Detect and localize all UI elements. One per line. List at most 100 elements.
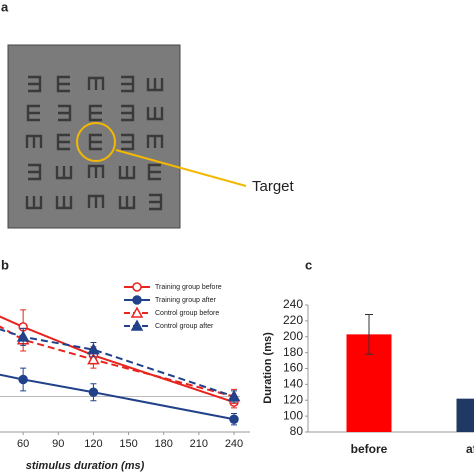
letter-e [146, 78, 164, 92]
letter-e [87, 76, 105, 90]
marker [87, 353, 100, 365]
letter-stroke [118, 196, 136, 210]
panel-label: c [305, 257, 312, 272]
marker [88, 387, 99, 397]
y-tick-label: 200 [283, 329, 303, 343]
letter-e [58, 104, 72, 122]
letter-stroke [121, 75, 135, 93]
letter-e [25, 196, 43, 210]
letter-e [87, 194, 105, 208]
letter-e [28, 163, 42, 181]
letter-stroke [146, 134, 164, 148]
letter-e [25, 134, 43, 148]
letter-stroke [25, 196, 43, 210]
y-tick-label: 100 [283, 408, 303, 422]
letter-stroke [28, 75, 42, 93]
panel-label: a [1, 0, 9, 14]
letter-stroke [121, 104, 135, 122]
letter-e [55, 196, 73, 210]
legend-label: Training group before [155, 284, 222, 291]
letter-stroke [55, 166, 73, 180]
letter-e [149, 193, 163, 211]
letter-stroke [56, 75, 70, 93]
marker [229, 414, 239, 424]
letter-e [87, 164, 105, 178]
letter-stroke [118, 166, 136, 180]
x-tick-label: after [466, 442, 474, 456]
letter-e [88, 133, 102, 151]
letter-stroke [88, 104, 102, 122]
marker [16, 330, 30, 342]
y-axis-label: Duration (ms) [262, 332, 274, 404]
legend-marker [132, 295, 142, 305]
x-tick-label: 150 [119, 438, 137, 450]
x-axis-label: stimulus duration (ms) [26, 460, 145, 472]
letter-stroke [87, 76, 105, 90]
legend-label: Control group after [155, 323, 214, 330]
marker [227, 389, 241, 402]
x-tick-label: 210 [190, 438, 208, 450]
legend-marker [132, 282, 142, 292]
legend-marker [130, 306, 144, 318]
letter-stroke [26, 104, 40, 122]
legend-marker [130, 319, 144, 331]
x-tick-label: 240 [225, 438, 243, 450]
letter-stroke [58, 104, 72, 122]
target-arrow [115, 149, 247, 187]
letter-grid [25, 75, 164, 211]
x-tick-label: 180 [155, 438, 173, 450]
line-chart: 306090120150180210240stimulus duration (… [0, 282, 250, 472]
letter-stroke [87, 194, 105, 208]
x-tick-label: 90 [52, 438, 64, 450]
letter-e [88, 104, 102, 122]
letter-stroke [25, 134, 43, 148]
letter-e [28, 75, 42, 93]
letter-stroke [88, 133, 102, 151]
y-tick-label: 220 [283, 313, 303, 327]
y-tick-label: 240 [283, 297, 303, 311]
letter-e [26, 104, 40, 122]
letter-stroke [55, 196, 73, 210]
series-line [0, 315, 235, 404]
marker [87, 343, 100, 355]
x-tick-label: 60 [17, 438, 29, 450]
letter-e [121, 104, 135, 122]
letter-e [146, 107, 164, 121]
error-bar [365, 314, 373, 355]
letter-stroke [56, 133, 70, 151]
target-circle [76, 122, 116, 162]
letter-e [121, 133, 135, 151]
letter-e [147, 163, 161, 181]
letter-e [121, 75, 135, 93]
x-tick-label: 120 [84, 438, 102, 450]
y-tick-label: 80 [290, 424, 304, 438]
target-label: Target [252, 178, 295, 195]
x-tick-label: before [351, 442, 388, 456]
panel-label: b [1, 257, 9, 272]
letter-e [55, 166, 73, 180]
y-tick-label: 140 [283, 377, 303, 391]
letter-stroke [146, 78, 164, 92]
y-tick-label: 160 [283, 361, 303, 375]
legend-label: Control group before [155, 310, 219, 317]
letter-e [56, 75, 70, 93]
letter-stroke [87, 164, 105, 178]
letter-e [56, 133, 70, 151]
letter-e [118, 196, 136, 210]
y-tick-label: 120 [283, 392, 303, 406]
series-line [0, 373, 235, 421]
letter-stroke [147, 163, 161, 181]
marker [18, 374, 28, 385]
letter-stroke [121, 133, 135, 151]
letter-stroke [28, 163, 42, 181]
y-tick-label: 180 [283, 345, 303, 359]
legend-label: Training group after [155, 297, 216, 304]
letter-stroke [149, 193, 163, 211]
letter-stroke [146, 107, 164, 121]
letter-e [146, 134, 164, 148]
series-line [0, 328, 235, 398]
letter-e [118, 166, 136, 180]
bar [456, 398, 474, 432]
